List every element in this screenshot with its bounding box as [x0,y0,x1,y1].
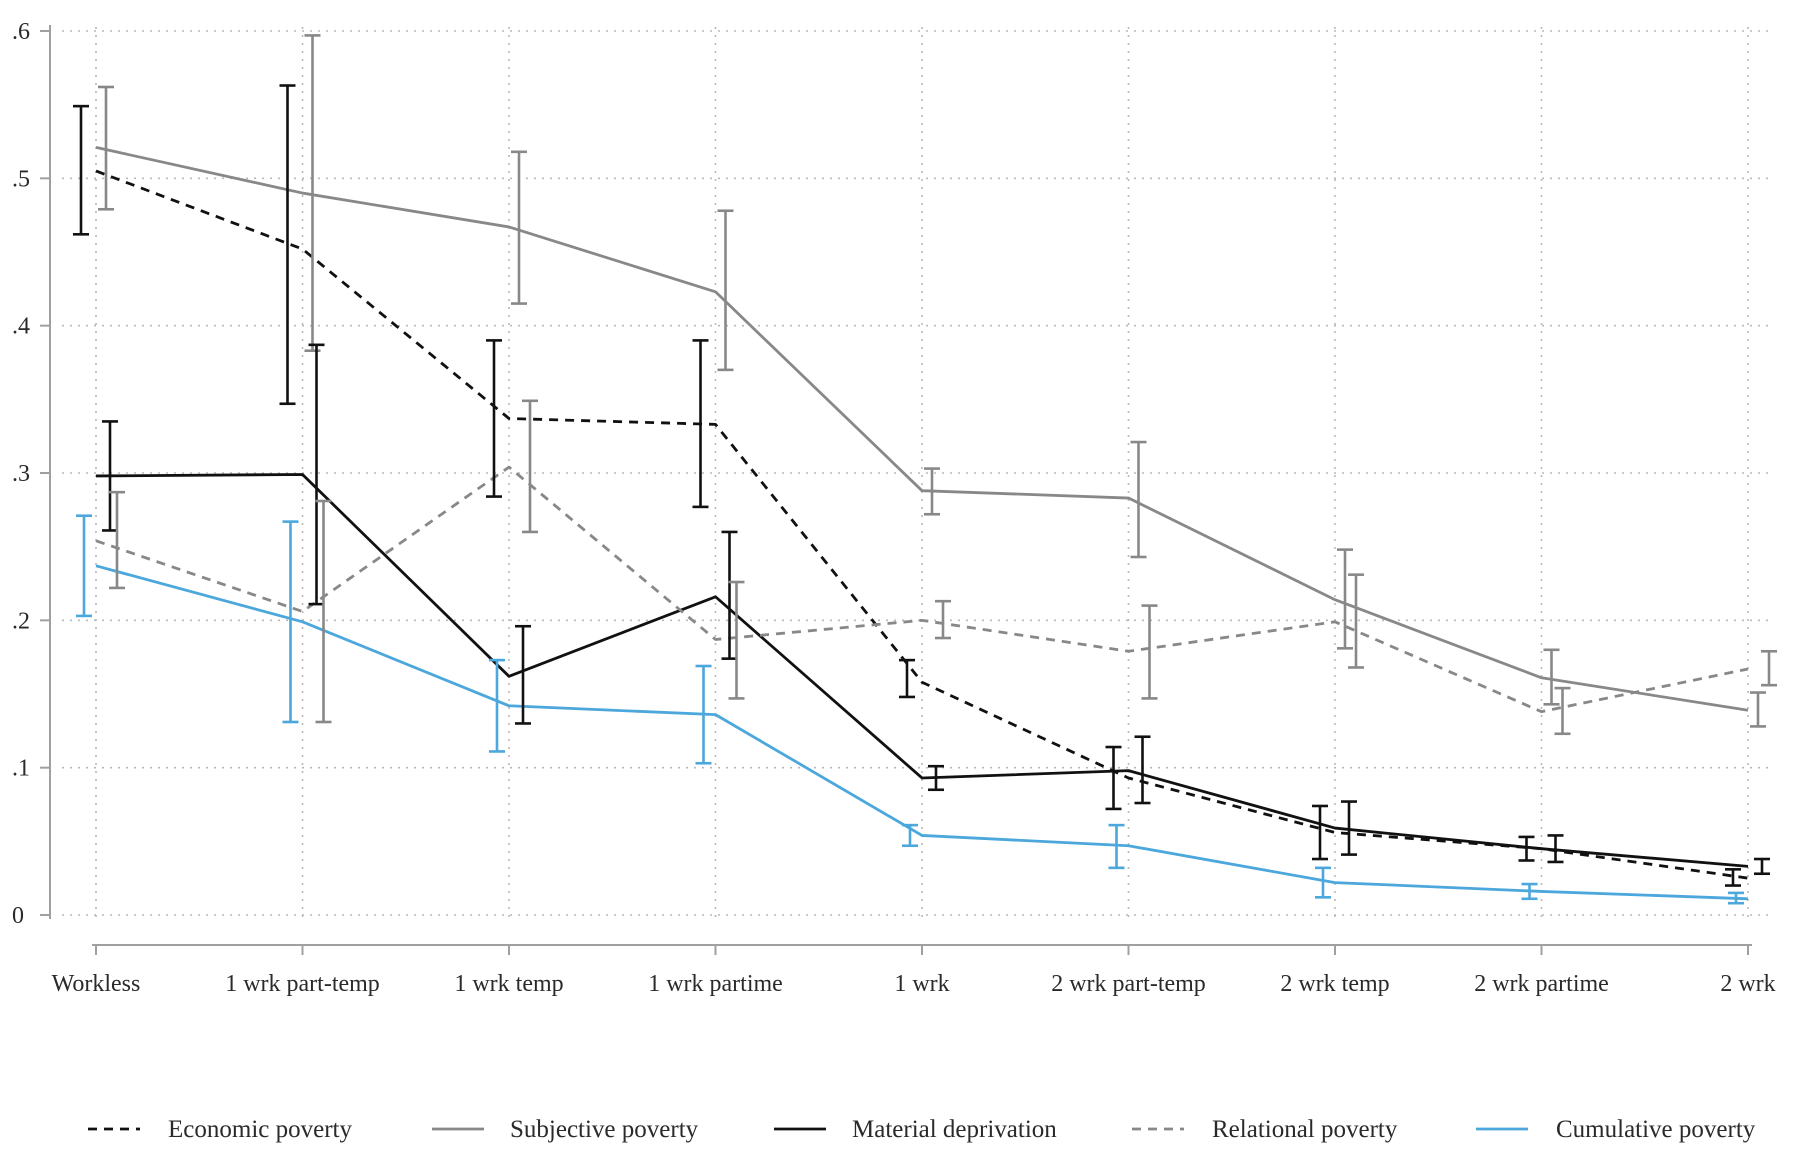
error-bar-economic-poverty [1105,745,1122,811]
error-bar-economic-poverty [73,104,89,236]
legend-label: Cumulative poverty [1556,1116,1756,1143]
error-bar-cumulative-poverty [902,823,918,848]
error-bar-economic-poverty [692,339,709,509]
error-bar-economic-poverty [899,658,915,699]
error-bar-economic-poverty [1725,868,1741,887]
error-bar-economic-poverty [1312,804,1328,861]
error-bar-subjective-poverty [98,85,114,211]
legend-label: Relational poverty [1212,1116,1398,1143]
error-bar-cumulative-poverty [1108,823,1125,870]
legend-label: Economic poverty [168,1116,352,1143]
error-bar-relational-poverty [109,490,125,590]
error-bar-relational-poverty [1761,649,1777,687]
error-bar-cumulative-poverty [695,664,712,765]
legend-item-subjective-poverty: Subjective poverty [432,1116,699,1143]
error-bar-subjective-poverty [1130,440,1147,559]
legend-item-material-deprivation: Material deprivation [774,1116,1057,1143]
error-bar-subjective-poverty [1543,648,1560,706]
legend-label: Subjective poverty [510,1116,699,1143]
y-tick-label: 0 [12,903,24,929]
x-tick-label: 1 wrk temp [454,971,563,997]
x-tick-label: 2 wrk partime [1474,971,1609,997]
y-tick-label: .6 [12,19,30,45]
legend-item-economic-poverty: Economic poverty [88,1116,352,1143]
error-bar-economic-poverty [1518,835,1535,862]
y-tick-label: .5 [12,166,30,192]
error-bar-material-deprivation [1341,800,1357,856]
error-bar-relational-poverty [1554,686,1571,736]
y-tick-label: .1 [12,756,30,782]
legend-item-relational-poverty: Relational poverty [1132,1116,1398,1143]
error-bar-material-deprivation [1134,735,1151,805]
error-bar-economic-poverty [486,339,502,498]
x-tick-label: 2 wrk part-temp [1051,971,1206,997]
error-bar-relational-poverty [522,399,538,534]
x-tick-label: 2 wrk temp [1280,971,1389,997]
error-bar-subjective-poverty [924,467,940,516]
error-bar-material-deprivation [102,420,118,532]
error-bar-subjective-poverty [1337,548,1353,650]
error-bar-material-deprivation [721,530,738,660]
y-tick-label: .2 [12,608,30,634]
y-tick-label: .4 [12,314,30,340]
error-bar-subjective-poverty [717,209,734,372]
error-bars [73,34,1777,905]
x-tick-label: 1 wrk part-temp [225,971,380,997]
error-bar-relational-poverty [1141,604,1158,700]
legend: Economic poverty Subjective poverty Materi… [88,1116,1756,1143]
x-tick-label: 1 wrk [894,971,949,997]
y-tick-label: .3 [12,461,30,487]
series-line-relational-poverty [95,465,1749,714]
error-bar-relational-poverty [935,599,951,640]
series-line-material-deprivation [95,473,1749,868]
axes: 0 .1 .2 .3 .4 .5 .6 Workless 1 wrk part-temp 1 wr… [12,19,1776,997]
error-bar-subjective-poverty [1750,691,1766,728]
grid [62,27,1770,917]
error-bar-relational-poverty [728,580,745,700]
error-bar-material-deprivation [1547,834,1564,864]
legend-item-cumulative-poverty: Cumulative poverty [1476,1116,1756,1143]
legend-label: Material deprivation [852,1116,1057,1143]
error-bar-cumulative-poverty [1728,891,1744,905]
error-bar-material-deprivation [928,764,944,792]
x-tick-label: 1 wrk partime [648,971,783,997]
error-bar-relational-poverty [315,499,332,724]
error-bar-cumulative-poverty [76,514,92,618]
error-bar-cumulative-poverty [1315,866,1331,899]
error-bar-material-deprivation [1754,857,1770,876]
error-bar-relational-poverty [1348,573,1364,669]
error-bar-cumulative-poverty [489,658,505,753]
x-tick-label: Workless [52,971,141,997]
error-bar-cumulative-poverty [282,520,299,724]
error-bar-cumulative-poverty [1521,882,1538,901]
error-bar-subjective-poverty [304,34,321,353]
error-bar-economic-poverty [279,84,296,406]
error-bar-material-deprivation [308,343,325,606]
x-tick-label: 2 wrk [1720,971,1775,997]
error-bar-material-deprivation [515,624,531,725]
error-bar-subjective-poverty [511,150,527,305]
